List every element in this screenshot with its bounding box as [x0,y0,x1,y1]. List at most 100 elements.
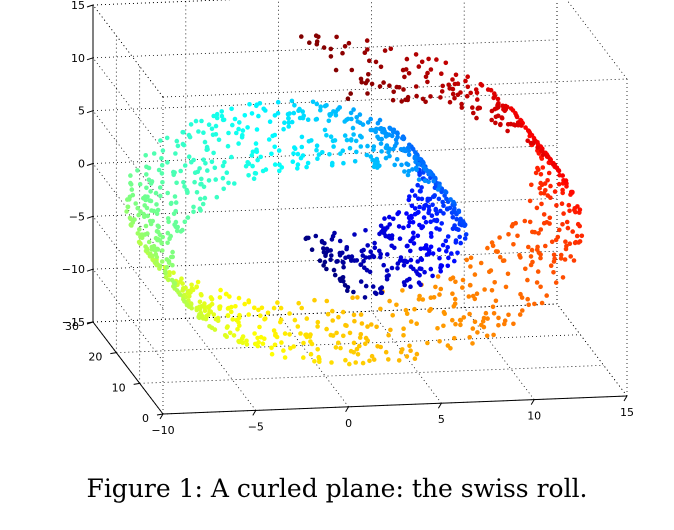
data-point [484,333,490,339]
data-point [538,172,544,177]
data-point [355,295,360,300]
data-point [363,228,368,233]
data-point [145,194,150,200]
data-point [282,355,288,360]
data-point [159,162,165,168]
data-point [437,255,442,261]
data-point [165,240,170,246]
data-point [392,245,397,251]
data-point [439,89,445,94]
data-point [554,203,559,208]
data-point [555,234,561,240]
data-point [271,305,277,311]
data-point [342,44,348,49]
data-point [144,185,149,191]
data-point [427,308,432,314]
data-point [559,201,565,206]
data-point [414,167,420,173]
data-point [178,168,183,174]
tick-label: 30 [65,320,79,333]
data-point [414,321,420,327]
data-point [538,255,543,261]
data-point [472,296,478,302]
data-point [344,323,349,329]
data-point [408,319,414,324]
data-point [378,254,383,260]
data-point [224,325,230,330]
data-point [185,215,191,220]
data-point [398,349,404,355]
data-point [561,211,566,216]
data-point [453,279,458,285]
data-point [472,272,478,277]
data-point [344,246,349,252]
data-point [503,284,509,290]
data-point [137,227,142,232]
data-point [418,189,423,194]
data-point [408,248,413,254]
data-point [552,189,558,194]
data-point [377,126,383,132]
data-point [408,238,413,244]
data-point [438,265,443,270]
data-point [540,165,546,170]
data-point [536,231,541,236]
data-point [174,138,180,144]
data-point [286,120,292,125]
tick-mark [86,57,94,61]
data-point [358,262,364,268]
data-point [435,326,440,331]
data-point [470,105,475,110]
tick-labels: −10 −5 0 5 10 15 0 10 20 30−15 −10 −5 0 5 10 15 [62,0,634,437]
tick-label: −15 [62,316,85,329]
data-point [458,240,464,246]
data-point [429,234,434,239]
data-point [338,151,343,156]
data-point [397,236,403,241]
tick-label: 5 [78,105,85,118]
data-point [433,284,438,290]
data-point [279,165,285,170]
data-point [180,281,185,286]
data-point [218,287,223,293]
data-point [405,243,410,249]
data-point [544,293,549,298]
y-axis-line [92,321,164,415]
data-point [382,48,388,53]
data-point [349,254,355,259]
data-point [217,295,223,300]
data-point [448,276,453,282]
data-point [360,360,366,366]
data-point [301,340,306,346]
data-point [163,275,169,280]
data-point [181,130,186,135]
data-point [156,224,161,230]
data-point [367,58,372,64]
data-point [330,138,336,144]
data-point [447,205,453,211]
data-point [534,280,540,285]
data-point [528,140,534,146]
data-point [554,165,559,171]
data-point [450,77,455,82]
data-point [334,259,339,264]
data-point [407,219,413,225]
data-point [233,304,238,309]
data-point [538,191,544,196]
data-point [290,159,296,164]
data-point [346,40,352,46]
data-point [498,122,503,128]
data-point [128,173,133,178]
data-point [409,203,415,209]
tick-label: 0 [142,412,149,425]
data-point [428,67,434,72]
data-point [378,306,383,312]
data-point [448,346,453,351]
data-point [198,196,203,202]
data-point [365,324,370,329]
data-point [318,104,324,109]
data-point [450,317,455,323]
data-point [333,112,339,118]
data-point [144,172,149,177]
data-point [156,167,162,173]
